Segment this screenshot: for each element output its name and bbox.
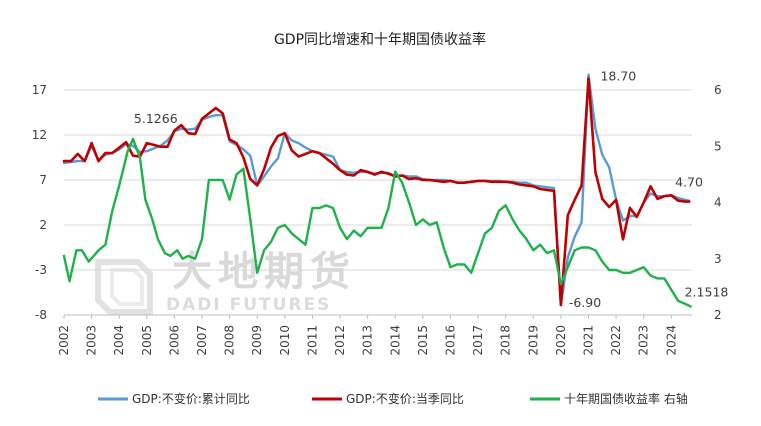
x-axis-tick-label: 2003 — [85, 325, 99, 356]
chart-title: GDP同比增速和十年期国债收益率 — [274, 31, 486, 48]
legend-label-quarterly: GDP:不变价:当季同比 — [346, 391, 464, 406]
legend-label-bond-yield: 十年期国债收益率 右轴 — [564, 391, 688, 406]
x-axis-tick-label: 2013 — [361, 325, 375, 356]
x-axis-tick-label: 2019 — [526, 325, 540, 356]
x-axis-tick-label: 2004 — [112, 325, 126, 356]
x-axis-tick-label: 2014 — [388, 325, 402, 356]
x-axis-tick-label: 2021 — [581, 325, 595, 356]
x-axis-tick-label: 2008 — [223, 325, 237, 356]
x-axis-tick-label: 2018 — [499, 325, 513, 356]
right-axis-ticks: 6 5 4 3 2 — [714, 83, 722, 322]
left-axis-tick-label: -3 — [35, 263, 47, 277]
legend-label-cumulative: GDP:不变价:累计同比 — [132, 391, 250, 406]
left-axis-tick-label: 17 — [32, 83, 47, 97]
x-axis-tick-label: 2007 — [195, 325, 209, 356]
watermark-en: DADI FUTURES — [166, 295, 331, 315]
annotation-label: 5.1266 — [134, 111, 178, 126]
left-axis-tick-label: 7 — [39, 173, 47, 187]
right-axis-tick-label: 2 — [714, 308, 722, 322]
right-axis-tick-label: 6 — [714, 83, 722, 97]
left-axis-tick-label: -8 — [35, 308, 47, 322]
x-axis-tick-label: 2005 — [140, 325, 154, 356]
series-line-bond-yield — [62, 137, 692, 308]
right-axis-tick-label: 4 — [714, 196, 722, 210]
right-axis-tick-label: 5 — [714, 139, 722, 153]
x-axis-tick-label: 2002 — [57, 325, 71, 356]
annotations: 5.1266 18.70 -6.90 4.70 2.1518 — [134, 69, 728, 310]
x-axis-tick-label: 2010 — [278, 325, 292, 356]
series-layer — [62, 73, 692, 308]
left-axis-tick-label: 12 — [32, 128, 47, 142]
x-axis-tick-label: 2006 — [167, 325, 181, 356]
x-axis-tick-label: 2016 — [443, 325, 457, 356]
series-line-quarterly — [62, 77, 691, 307]
legend: GDP:不变价:累计同比 GDP:不变价:当季同比 十年期国债收益率 右轴 — [98, 391, 688, 406]
annotation-label: 4.70 — [675, 175, 703, 190]
x-axis-tick-label: 2022 — [609, 325, 623, 356]
x-axis-tick-label: 2017 — [471, 325, 485, 356]
x-axis-tick-label: 2023 — [637, 325, 651, 356]
legend-item-quarterly: GDP:不变价:当季同比 — [312, 391, 464, 406]
watermark-cn: 大地期货 — [172, 249, 356, 295]
x-axis-tick-label: 2011 — [305, 325, 319, 356]
left-axis-tick-label: 2 — [39, 218, 47, 232]
x-axis-ticks: 2002 2003 2004 2005 2006 2007 2008 2009 2010 2011… — [57, 314, 692, 356]
x-axis-tick-label: 2020 — [554, 325, 568, 356]
annotation-label: 2.1518 — [685, 285, 729, 300]
x-axis-tick-label: 2009 — [250, 325, 264, 356]
legend-item-bond-yield: 十年期国债收益率 右轴 — [530, 391, 688, 406]
right-axis-tick-label: 3 — [714, 252, 722, 266]
annotation-label: -6.90 — [569, 295, 601, 310]
left-axis-ticks: 17 12 7 2 -3 -8 — [32, 83, 47, 322]
x-axis-tick-label: 2012 — [333, 325, 347, 356]
x-axis-tick-label: 2015 — [416, 325, 430, 356]
annotation-label: 18.70 — [600, 69, 636, 84]
legend-item-cumulative: GDP:不变价:累计同比 — [98, 391, 250, 406]
x-axis-tick-label: 2024 — [664, 325, 678, 356]
